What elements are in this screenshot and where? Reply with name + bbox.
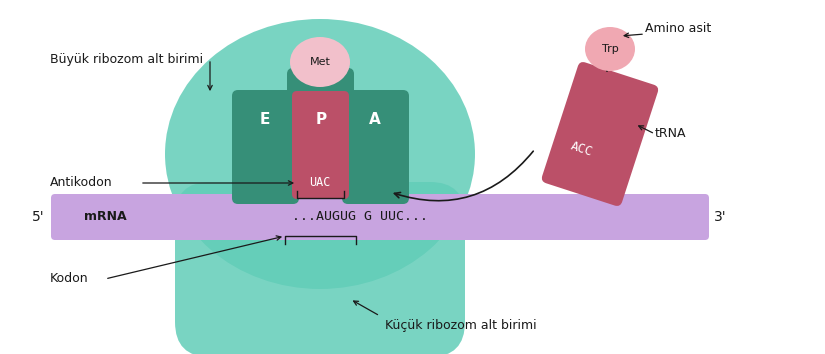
Text: Kodon: Kodon [50,273,88,285]
FancyBboxPatch shape [175,182,465,354]
Text: Met: Met [309,57,331,67]
Ellipse shape [585,27,635,71]
FancyBboxPatch shape [287,68,354,195]
FancyBboxPatch shape [297,168,344,198]
Text: 5': 5' [31,210,45,224]
Ellipse shape [290,37,350,87]
Text: ACC: ACC [569,139,595,159]
Text: Antikodon: Antikodon [50,177,113,189]
FancyBboxPatch shape [292,91,349,199]
Text: Küçük ribozom alt birimi: Küçük ribozom alt birimi [385,320,536,332]
Text: A: A [369,112,381,126]
FancyBboxPatch shape [232,90,299,204]
Text: 3': 3' [714,210,726,224]
Ellipse shape [165,19,475,289]
Text: P: P [315,112,327,126]
Text: Büyük ribozom alt birimi: Büyük ribozom alt birimi [50,52,203,65]
FancyBboxPatch shape [342,90,409,204]
Text: mRNA: mRNA [83,211,126,223]
Text: E: E [260,112,271,126]
FancyBboxPatch shape [51,194,709,240]
FancyBboxPatch shape [542,62,658,206]
Text: Trp: Trp [601,44,619,54]
Text: Amino asit: Amino asit [645,23,711,35]
Text: tRNA: tRNA [655,127,686,141]
Text: ...AUGUG G UUC...: ...AUGUG G UUC... [292,211,428,223]
Text: UAC: UAC [309,177,331,189]
